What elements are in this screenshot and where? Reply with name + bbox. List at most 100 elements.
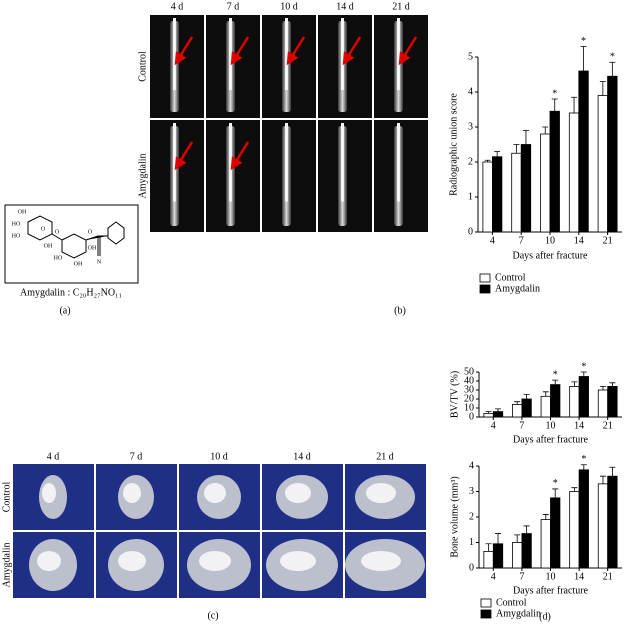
bar: [550, 497, 561, 569]
y-tick-label: 5: [468, 51, 473, 62]
atom-label: OH: [74, 261, 83, 267]
day-label: 4 d: [47, 451, 60, 462]
atom-label: O: [41, 226, 46, 232]
error-bar: [571, 96, 578, 113]
atom-label: HO: [54, 255, 63, 261]
bar: [597, 389, 609, 418]
atom-label: OH: [44, 243, 53, 249]
bar: [492, 411, 504, 418]
bar: [540, 395, 551, 418]
day-label: 14 d: [293, 451, 311, 462]
legend-label: Control: [495, 272, 526, 283]
legend-swatch: [480, 609, 492, 619]
implant: [341, 18, 344, 91]
y-axis-label: Radiographic union score: [448, 93, 459, 196]
legend-label: Control: [496, 597, 527, 608]
bone-scan: [204, 483, 226, 503]
bar: [540, 519, 551, 569]
y-tick-label: 4: [469, 460, 474, 471]
implant: [397, 123, 400, 202]
x-tick-label: 10: [546, 571, 556, 582]
legend-swatch: [479, 273, 491, 283]
error-bar: [609, 466, 616, 477]
bar: [483, 551, 494, 569]
day-label: 7 d: [227, 1, 240, 12]
atom-label: N: [97, 259, 102, 265]
bone-scan: [280, 551, 316, 571]
benzene-ring: [107, 221, 125, 245]
x-tick-label: 4: [491, 571, 496, 582]
error-bar: [552, 488, 559, 498]
implant: [173, 18, 176, 91]
error-bar: [513, 144, 520, 154]
y-tick-label: 2: [468, 156, 473, 167]
error-bar: [571, 381, 578, 387]
bar: [607, 75, 618, 233]
x-tick-label: 21: [603, 571, 613, 582]
significance-mark: *: [553, 369, 558, 380]
atom-label: O: [88, 229, 93, 235]
x-tick-label: 14: [574, 235, 584, 246]
implant: [229, 18, 232, 91]
bar: [569, 491, 580, 569]
error-bar: [542, 514, 549, 520]
x-axis-label: Days after fracture: [513, 250, 589, 261]
legend-swatch: [479, 284, 491, 294]
implant: [285, 18, 288, 91]
day-label: 21 d: [376, 451, 394, 462]
y-tick-label: 40: [464, 375, 474, 386]
y-tick-label: 30: [464, 384, 474, 395]
bar: [607, 475, 618, 569]
bone-scan: [118, 551, 146, 571]
panel-label: (a): [59, 305, 70, 316]
atom-label: HO: [12, 233, 21, 239]
arrow: [286, 36, 306, 66]
error-bar: [551, 98, 558, 112]
x-tick-label: 10: [545, 235, 555, 246]
bar: [512, 542, 523, 569]
bar: [491, 156, 503, 233]
bar: [550, 384, 561, 418]
bar: [607, 385, 618, 418]
x-tick-label: 7: [519, 235, 524, 246]
bone-scan: [285, 483, 311, 503]
bone-scan: [37, 551, 61, 571]
implant: [173, 123, 176, 202]
bone-scan: [42, 483, 56, 503]
error-bar: [523, 525, 530, 534]
implant: [397, 18, 400, 91]
error-bar: [580, 46, 587, 71]
bone-scan: [366, 483, 396, 503]
bar: [597, 95, 609, 233]
error-bar: [494, 151, 501, 157]
y-axis-label: BV/TV (%): [449, 371, 460, 418]
x-tick-label: 14: [574, 420, 584, 431]
legend-label: Amygdalin: [495, 283, 540, 294]
significance-mark: *: [581, 36, 586, 47]
x-axis-label: Days after fracture: [513, 585, 589, 596]
bar: [521, 533, 532, 569]
x-tick-label: 4: [490, 235, 495, 246]
error-bar: [599, 386, 606, 390]
bone-scan: [361, 551, 401, 571]
bar: [549, 110, 560, 233]
y-tick-label: 3: [469, 486, 474, 497]
x-tick-label: 14: [574, 571, 584, 582]
error-bar: [542, 391, 549, 397]
x-axis-label: Days after fracture: [513, 434, 589, 445]
bone-scan: [199, 551, 231, 571]
x-tick-label: 4: [491, 420, 496, 431]
x-tick-label: 10: [546, 420, 556, 431]
y-axis-label: Bone volume (mm³): [449, 476, 460, 557]
error-bar: [485, 411, 492, 414]
error-bar: [599, 475, 606, 484]
significance-mark: *: [581, 361, 586, 372]
error-bar: [609, 61, 616, 77]
bar: [520, 144, 532, 233]
panel-label: (b): [394, 305, 406, 316]
bar: [568, 112, 580, 233]
row-label: Control: [137, 51, 148, 82]
bar: [483, 412, 494, 418]
error-bar: [495, 408, 502, 412]
